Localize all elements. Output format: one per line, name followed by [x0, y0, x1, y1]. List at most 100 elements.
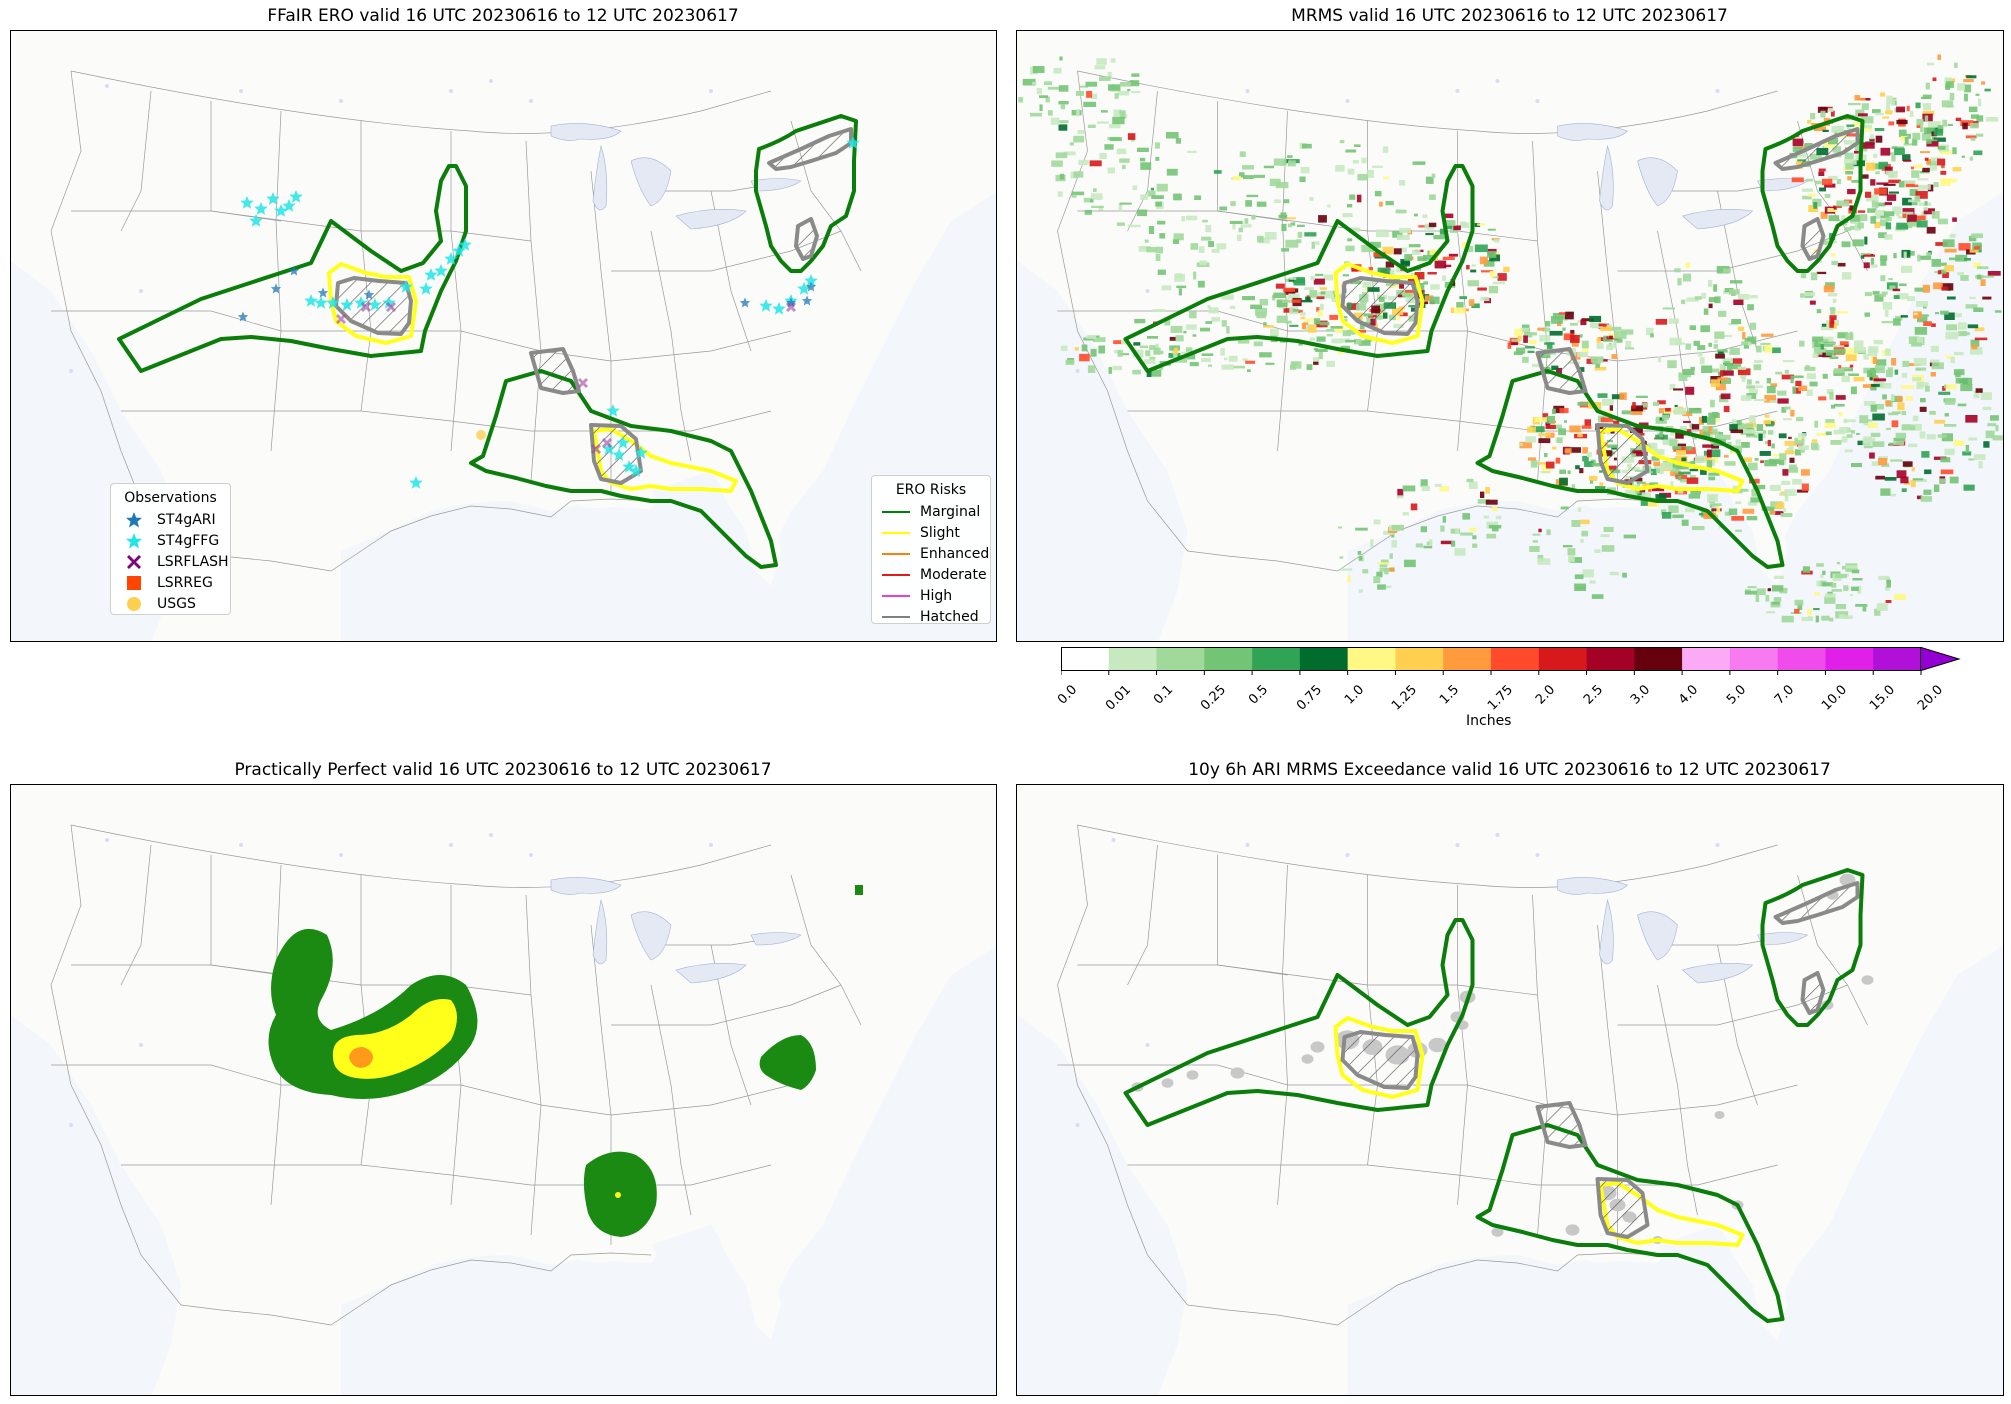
precip-cell [1651, 456, 1660, 461]
observation-marker [458, 238, 472, 251]
precip-cell [1926, 141, 1939, 147]
precip-cell [1164, 317, 1171, 326]
precip-cell [1342, 274, 1349, 277]
precip-cell [1894, 148, 1905, 156]
precip-cell [1779, 453, 1787, 461]
precip-cell [1838, 365, 1842, 371]
precip-cell [1137, 209, 1148, 217]
precip-cell [1430, 284, 1440, 290]
precip-cell [1434, 483, 1442, 487]
precip-cell [1570, 352, 1581, 360]
precip-cell [1071, 194, 1077, 198]
precip-cell [1891, 395, 1902, 403]
precip-cell [1071, 191, 1085, 196]
precip-cell [1442, 516, 1446, 523]
precip-cell [1468, 299, 1475, 306]
precip-cell [1022, 78, 1036, 86]
precip-cell [1625, 347, 1635, 350]
precip-cell [1326, 360, 1335, 367]
precip-cell [1221, 364, 1234, 370]
precip-cell [1674, 404, 1678, 408]
pp-green-area [759, 1035, 816, 1090]
precip-cell [1811, 442, 1819, 450]
colorbar-swatch [1873, 647, 1922, 671]
precip-cell [1853, 347, 1866, 353]
precip-cell [1469, 527, 1477, 532]
precip-cell [1609, 405, 1613, 411]
precip-cell [1870, 432, 1881, 437]
precip-cell [1846, 434, 1853, 438]
precip-cell [1823, 343, 1836, 347]
precip-cell [1157, 269, 1166, 275]
precip-cell [1852, 239, 1864, 247]
precip-cell [1619, 392, 1627, 400]
precip-cell [1579, 334, 1583, 338]
precip-cell [1923, 321, 1932, 326]
observation-marker [326, 296, 340, 309]
precip-cell [1032, 66, 1045, 73]
precip-cell [1944, 424, 1957, 427]
precip-cell [1276, 315, 1288, 323]
precip-cell [1851, 569, 1860, 574]
precip-cell [1361, 157, 1367, 164]
observation-marker [289, 190, 303, 203]
precip-cell [1443, 264, 1452, 268]
precip-cell [1676, 466, 1689, 470]
precip-cell [1216, 243, 1227, 250]
precip-cell [1545, 461, 1555, 469]
precip-cell [1205, 321, 1213, 324]
precip-cell [1211, 249, 1220, 253]
precip-cell [1930, 345, 1939, 352]
precip-cell [1663, 442, 1676, 446]
precip-cell [1968, 437, 1978, 441]
precip-cell [1090, 348, 1097, 357]
precip-cell [1491, 527, 1499, 532]
precip-cell [1385, 200, 1394, 206]
precip-cell [1792, 479, 1802, 485]
precip-cell [1454, 307, 1466, 314]
precip-cell [1814, 592, 1820, 596]
precip-cell [1865, 194, 1879, 202]
precip-cell [1746, 516, 1758, 521]
precip-cell [1845, 333, 1854, 340]
precip-cell [1485, 487, 1490, 494]
precip-cell [1915, 190, 1928, 199]
precip-cell [1874, 128, 1885, 131]
precip-cell [1511, 339, 1520, 342]
precip-cell [1201, 353, 1214, 356]
precip-cell [1790, 375, 1794, 384]
precip-cell [1720, 393, 1731, 400]
precip-cell [1886, 194, 1897, 201]
precip-cell [1851, 180, 1860, 183]
precip-cell [1824, 422, 1836, 429]
precip-cell [1667, 360, 1677, 369]
colorbar-swatches [1060, 647, 1961, 675]
precip-cell [1833, 205, 1842, 208]
colorbar-tick-label: 1.0 [1341, 682, 1367, 708]
precip-cell [1301, 323, 1306, 329]
precip-cell [1910, 423, 1922, 431]
precip-cell [1901, 265, 1913, 273]
precip-cell [1801, 616, 1814, 622]
precip-cell [1677, 278, 1682, 286]
precip-cell [1960, 275, 1969, 281]
precip-cell [1657, 356, 1662, 363]
precip-cell [1675, 430, 1684, 439]
precip-cell [1767, 588, 1771, 592]
precip-cell [1532, 540, 1538, 543]
precip-cell [1829, 320, 1834, 328]
panel-title-ari: 10y 6h ARI MRMS Exceedance valid 16 UTC … [1188, 760, 1831, 780]
precip-cell [1156, 183, 1168, 192]
precip-cell [1741, 376, 1746, 383]
colorbar-label: Inches [1466, 713, 1512, 729]
precip-cell [1872, 109, 1881, 114]
star-icon [121, 531, 147, 551]
precip-cell [1708, 476, 1716, 481]
precip-cell [1896, 106, 1905, 113]
precip-cell [1059, 173, 1065, 180]
precip-cell [1275, 181, 1289, 189]
precip-cell [1747, 586, 1757, 589]
precip-cell [1237, 234, 1242, 241]
precip-cell [1653, 401, 1660, 406]
precip-cell [1926, 139, 1932, 144]
